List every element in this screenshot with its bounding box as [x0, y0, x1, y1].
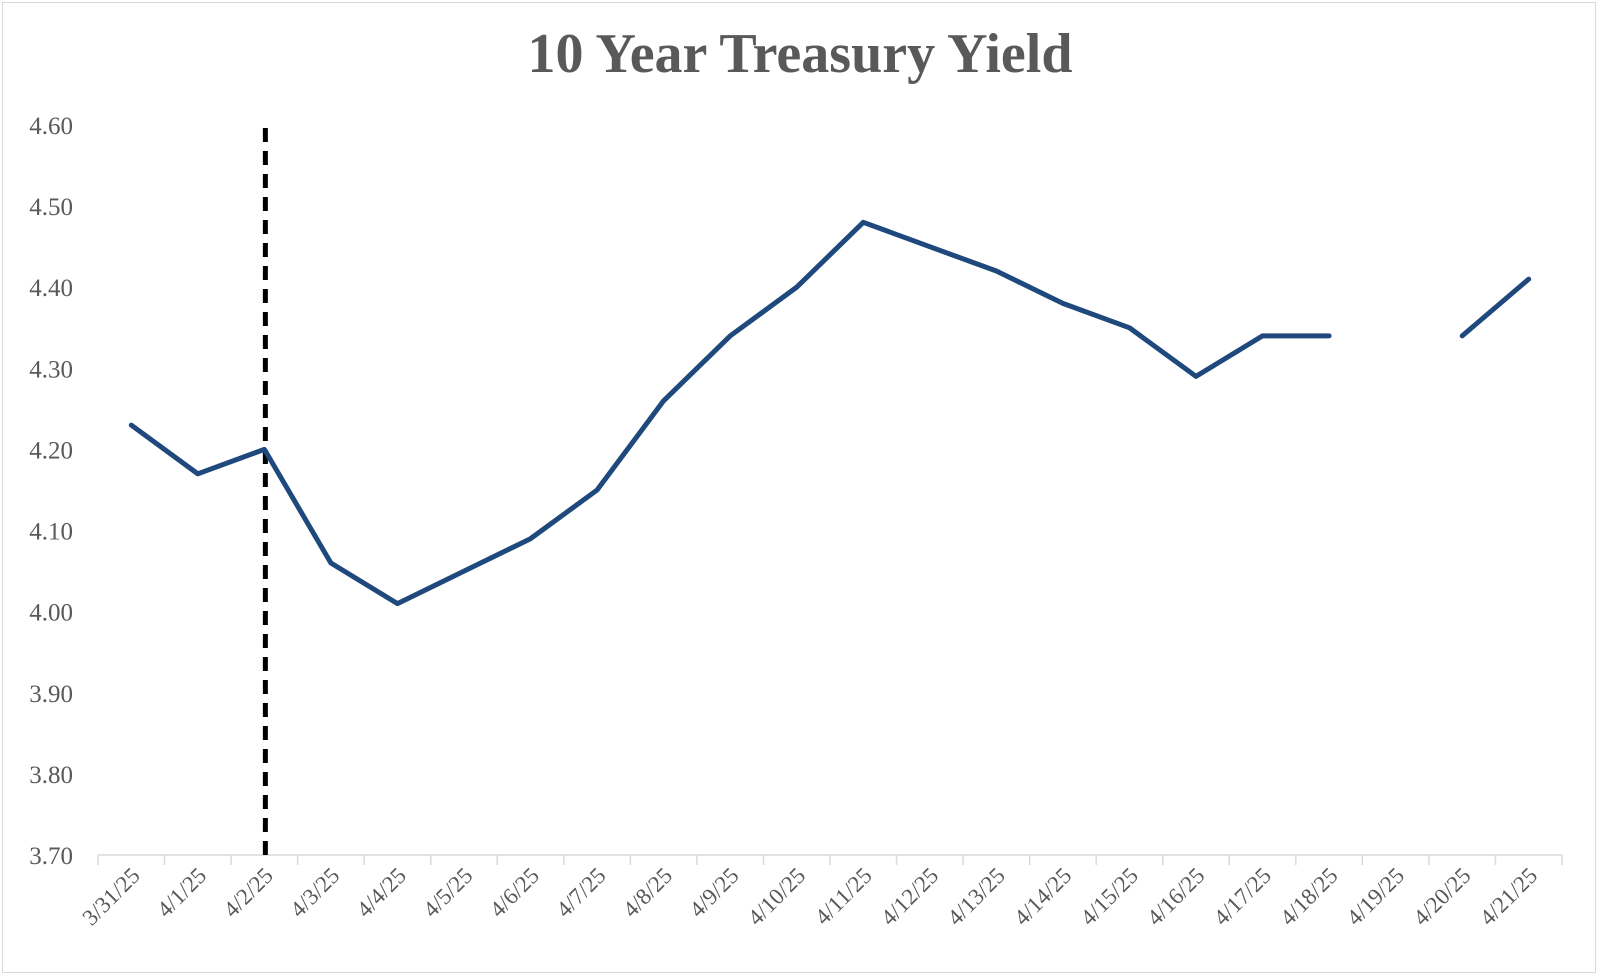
y-tick-label: 4.20 [29, 437, 73, 464]
x-tick-label: 4/7/25 [551, 863, 610, 922]
x-tick-label: 4/15/25 [1076, 863, 1143, 930]
axes [97, 854, 1563, 865]
chart-title: 10 Year Treasury Yield [527, 23, 1073, 85]
x-tick-label: 4/12/25 [876, 863, 943, 930]
y-tick-label: 4.10 [29, 519, 73, 546]
y-tick-label: 4.30 [29, 356, 73, 383]
x-tick-label: 4/21/25 [1475, 863, 1542, 930]
y-tick-label: 4.50 [29, 194, 73, 221]
x-tick-label: 4/14/25 [1009, 863, 1076, 930]
x-tick-label: 4/11/25 [810, 863, 877, 930]
y-tick-label: 3.80 [29, 762, 73, 789]
x-tick-label: 4/17/25 [1209, 863, 1276, 930]
x-tick-label: 4/3/25 [285, 863, 344, 922]
x-tick-label: 4/19/25 [1342, 863, 1409, 930]
y-tick-label: 3.70 [29, 843, 73, 870]
x-tick-label: 4/20/25 [1408, 863, 1475, 930]
series-line [128, 219, 1332, 607]
x-tick-label: 4/10/25 [743, 863, 810, 930]
x-tick-label: 4/6/25 [485, 863, 544, 922]
series-line [1459, 276, 1532, 339]
x-tick-label: 3/31/25 [77, 863, 144, 930]
y-axis-ticks: 3.70 3.80 3.90 4.00 4.10 4.20 4.30 4.40 4.50 4.60 [29, 113, 73, 870]
x-tick-label: 4/4/25 [352, 863, 411, 922]
y-tick-label: 4.60 [29, 113, 73, 140]
x-tick-label: 4/9/25 [684, 863, 743, 922]
y-tick-label: 4.40 [29, 275, 73, 302]
x-tick-label: 4/1/25 [152, 863, 211, 922]
x-tick-label: 4/16/25 [1142, 863, 1209, 930]
x-tick-label: 4/5/25 [418, 863, 477, 922]
x-tick-label: 4/18/25 [1275, 863, 1342, 930]
x-tick-label: 4/13/25 [943, 863, 1010, 930]
x-tick-label: 4/8/25 [618, 863, 677, 922]
y-tick-label: 4.00 [29, 600, 73, 627]
y-tick-label: 3.90 [29, 681, 73, 708]
x-axis-ticks: 3/31/25 4/1/25 4/2/25 4/3/25 4/4/25 4/5/25 4/6… [77, 863, 1542, 930]
x-tick-label: 4/2/25 [219, 863, 278, 922]
series-lines [128, 219, 1532, 607]
